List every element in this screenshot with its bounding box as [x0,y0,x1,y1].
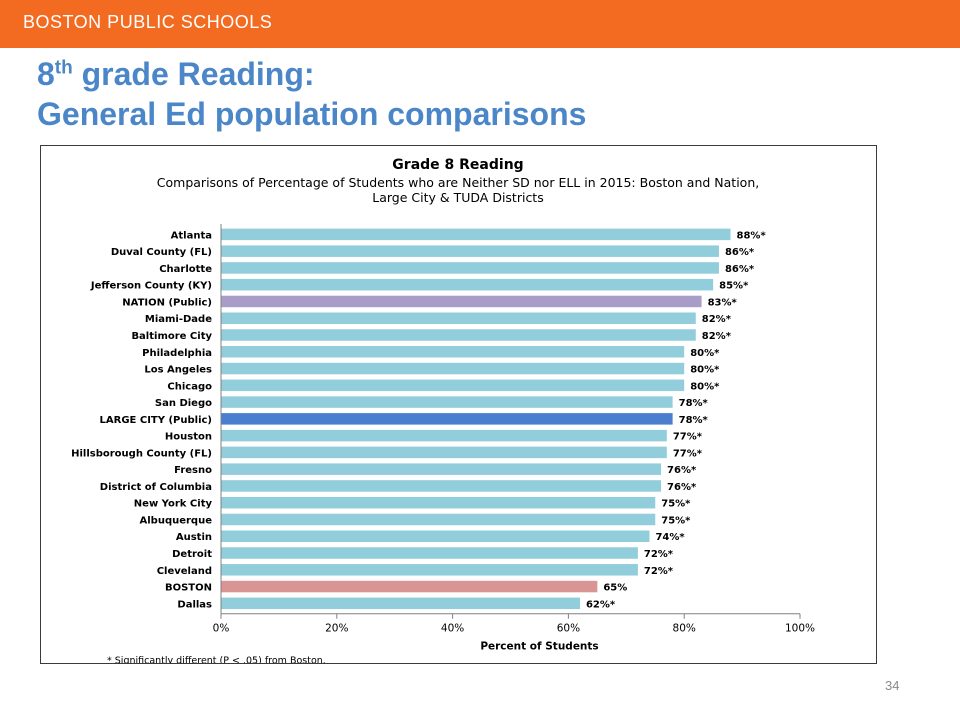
x-tick-label: 100% [785,623,815,635]
value-label: 72%* [644,549,674,560]
value-label: 85%* [719,281,749,292]
title-line1-rest: grade Reading: [72,56,315,92]
category-label: Jefferson County (KY) [90,281,212,292]
value-label: 77%* [673,432,703,443]
category-label: Austin [176,532,212,543]
category-label: BOSTON [165,583,212,594]
value-label: 74%* [655,532,685,543]
category-label: Chicago [167,381,212,392]
value-label: 82%* [702,314,732,325]
category-label: Atlanta [171,230,212,241]
value-label: 86%* [725,264,755,275]
category-label: LARGE CITY (Public) [100,415,212,426]
header-label: BOSTON PUBLIC SCHOOLS [23,12,273,32]
category-label: Charlotte [159,264,212,275]
header-bar: BOSTON PUBLIC SCHOOLS [0,0,960,48]
bar [221,379,685,392]
value-label: 78%* [679,415,709,426]
category-label: Cleveland [157,566,212,577]
bar [221,312,696,324]
category-label: NATION (Public) [122,297,212,308]
category-label: Albuquerque [140,515,213,526]
value-label: 75%* [661,499,691,510]
bar [221,413,673,425]
value-label: 76%* [667,465,697,476]
value-label: 83%* [708,297,738,308]
bar [221,547,638,559]
page-number: 34 [885,678,900,693]
bar-chart: Grade 8 Reading Comparisons of Percentage… [71,157,815,663]
bar [221,513,656,526]
category-label: Los Angeles [144,365,212,376]
x-tick-label: 80% [673,623,696,635]
category-label: Detroit [172,549,212,560]
category-label: Philadelphia [142,348,212,359]
bar [221,580,598,593]
value-label: 76%* [667,482,697,493]
value-label: 62%* [586,599,616,610]
bar [221,480,662,492]
value-label: 77%* [673,448,703,459]
title-superscript: th [54,57,73,79]
value-label: 75%* [661,515,691,526]
chart-subtitle-line: Large City & TUDA Districts [372,190,543,205]
bar [221,362,685,375]
value-label: 80%* [690,381,720,392]
slide-title: 8th grade Reading: General Ed population… [37,54,586,134]
value-label: 65% [603,583,627,594]
x-axis-title: Percent of Students [480,641,598,653]
category-label: New York City [134,499,213,510]
category-label: Fresno [174,465,212,476]
category-label: Duval County (FL) [111,247,212,258]
bar [221,346,685,358]
category-label: San Diego [155,398,212,409]
value-label: 86%* [725,247,755,258]
category-label: Houston [165,432,212,443]
x-tick-label: 40% [441,623,464,635]
value-label: 88%* [737,230,767,241]
value-label: 78%* [679,398,709,409]
category-label: District of Columbia [100,482,212,493]
category-label: Dallas [177,599,212,610]
bar [221,329,696,341]
chart-frame: Grade 8 Reading Comparisons of Percentage… [40,145,877,664]
value-label: 80%* [690,365,720,376]
bar [221,295,702,308]
x-tick-label: 60% [557,623,580,635]
x-tick-label: 0% [213,623,230,635]
bar [221,463,662,475]
bar [221,396,673,408]
slide-title-line2: General Ed population comparisons [37,96,587,132]
category-label: Miami-Dade [145,314,212,325]
bar [221,228,731,241]
x-tick-label: 20% [325,623,348,635]
value-label: 82%* [702,331,732,342]
title-grade-number: 8 [37,56,55,92]
chart-title: Grade 8 Reading [392,157,523,173]
bar [221,429,667,442]
bar [221,262,719,274]
bar [221,564,638,576]
category-label: Baltimore City [131,331,212,342]
bar [221,245,719,257]
chart-subtitle-line: Comparisons of Percentage of Students wh… [157,175,759,190]
bar [221,496,656,509]
value-label: 72%* [644,566,674,577]
bar [221,530,650,542]
bar [221,446,667,459]
chart-footnote: * Significantly different (P < .05) from… [107,656,326,663]
bar [221,278,714,291]
category-label: Hillsborough County (FL) [71,448,212,459]
bar [221,597,580,610]
value-label: 80%* [690,348,720,359]
slide-title-line1: 8th grade Reading: [37,54,586,94]
